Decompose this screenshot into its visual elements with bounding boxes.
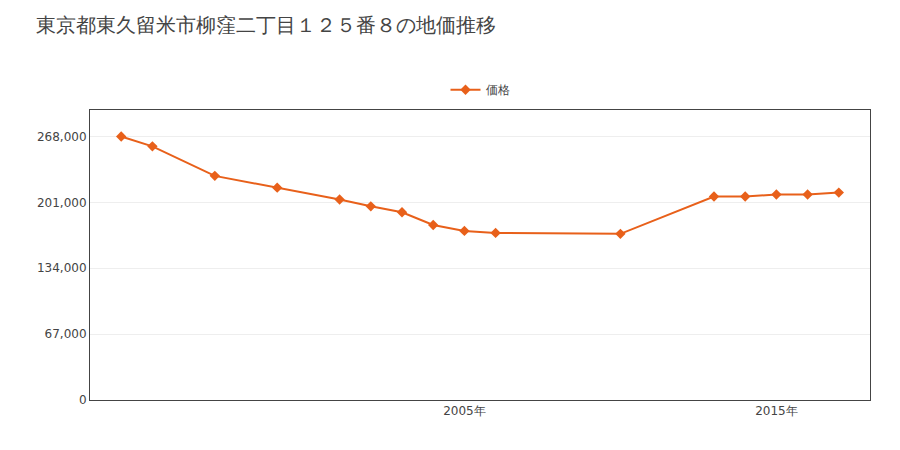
svg-text:67,000: 67,000 (45, 327, 87, 341)
svg-text:東京都東久留米市柳窪二丁目１２５番８の地価推移: 東京都東久留米市柳窪二丁目１２５番８の地価推移 (36, 13, 496, 37)
svg-text:0: 0 (79, 393, 87, 407)
svg-text:2005年: 2005年 (443, 404, 486, 418)
svg-text:2015年: 2015年 (755, 404, 798, 418)
svg-text:134,000: 134,000 (37, 261, 87, 275)
svg-text:価格: 価格 (486, 83, 510, 97)
svg-text:201,000: 201,000 (37, 196, 87, 210)
svg-text:268,000: 268,000 (37, 130, 87, 144)
